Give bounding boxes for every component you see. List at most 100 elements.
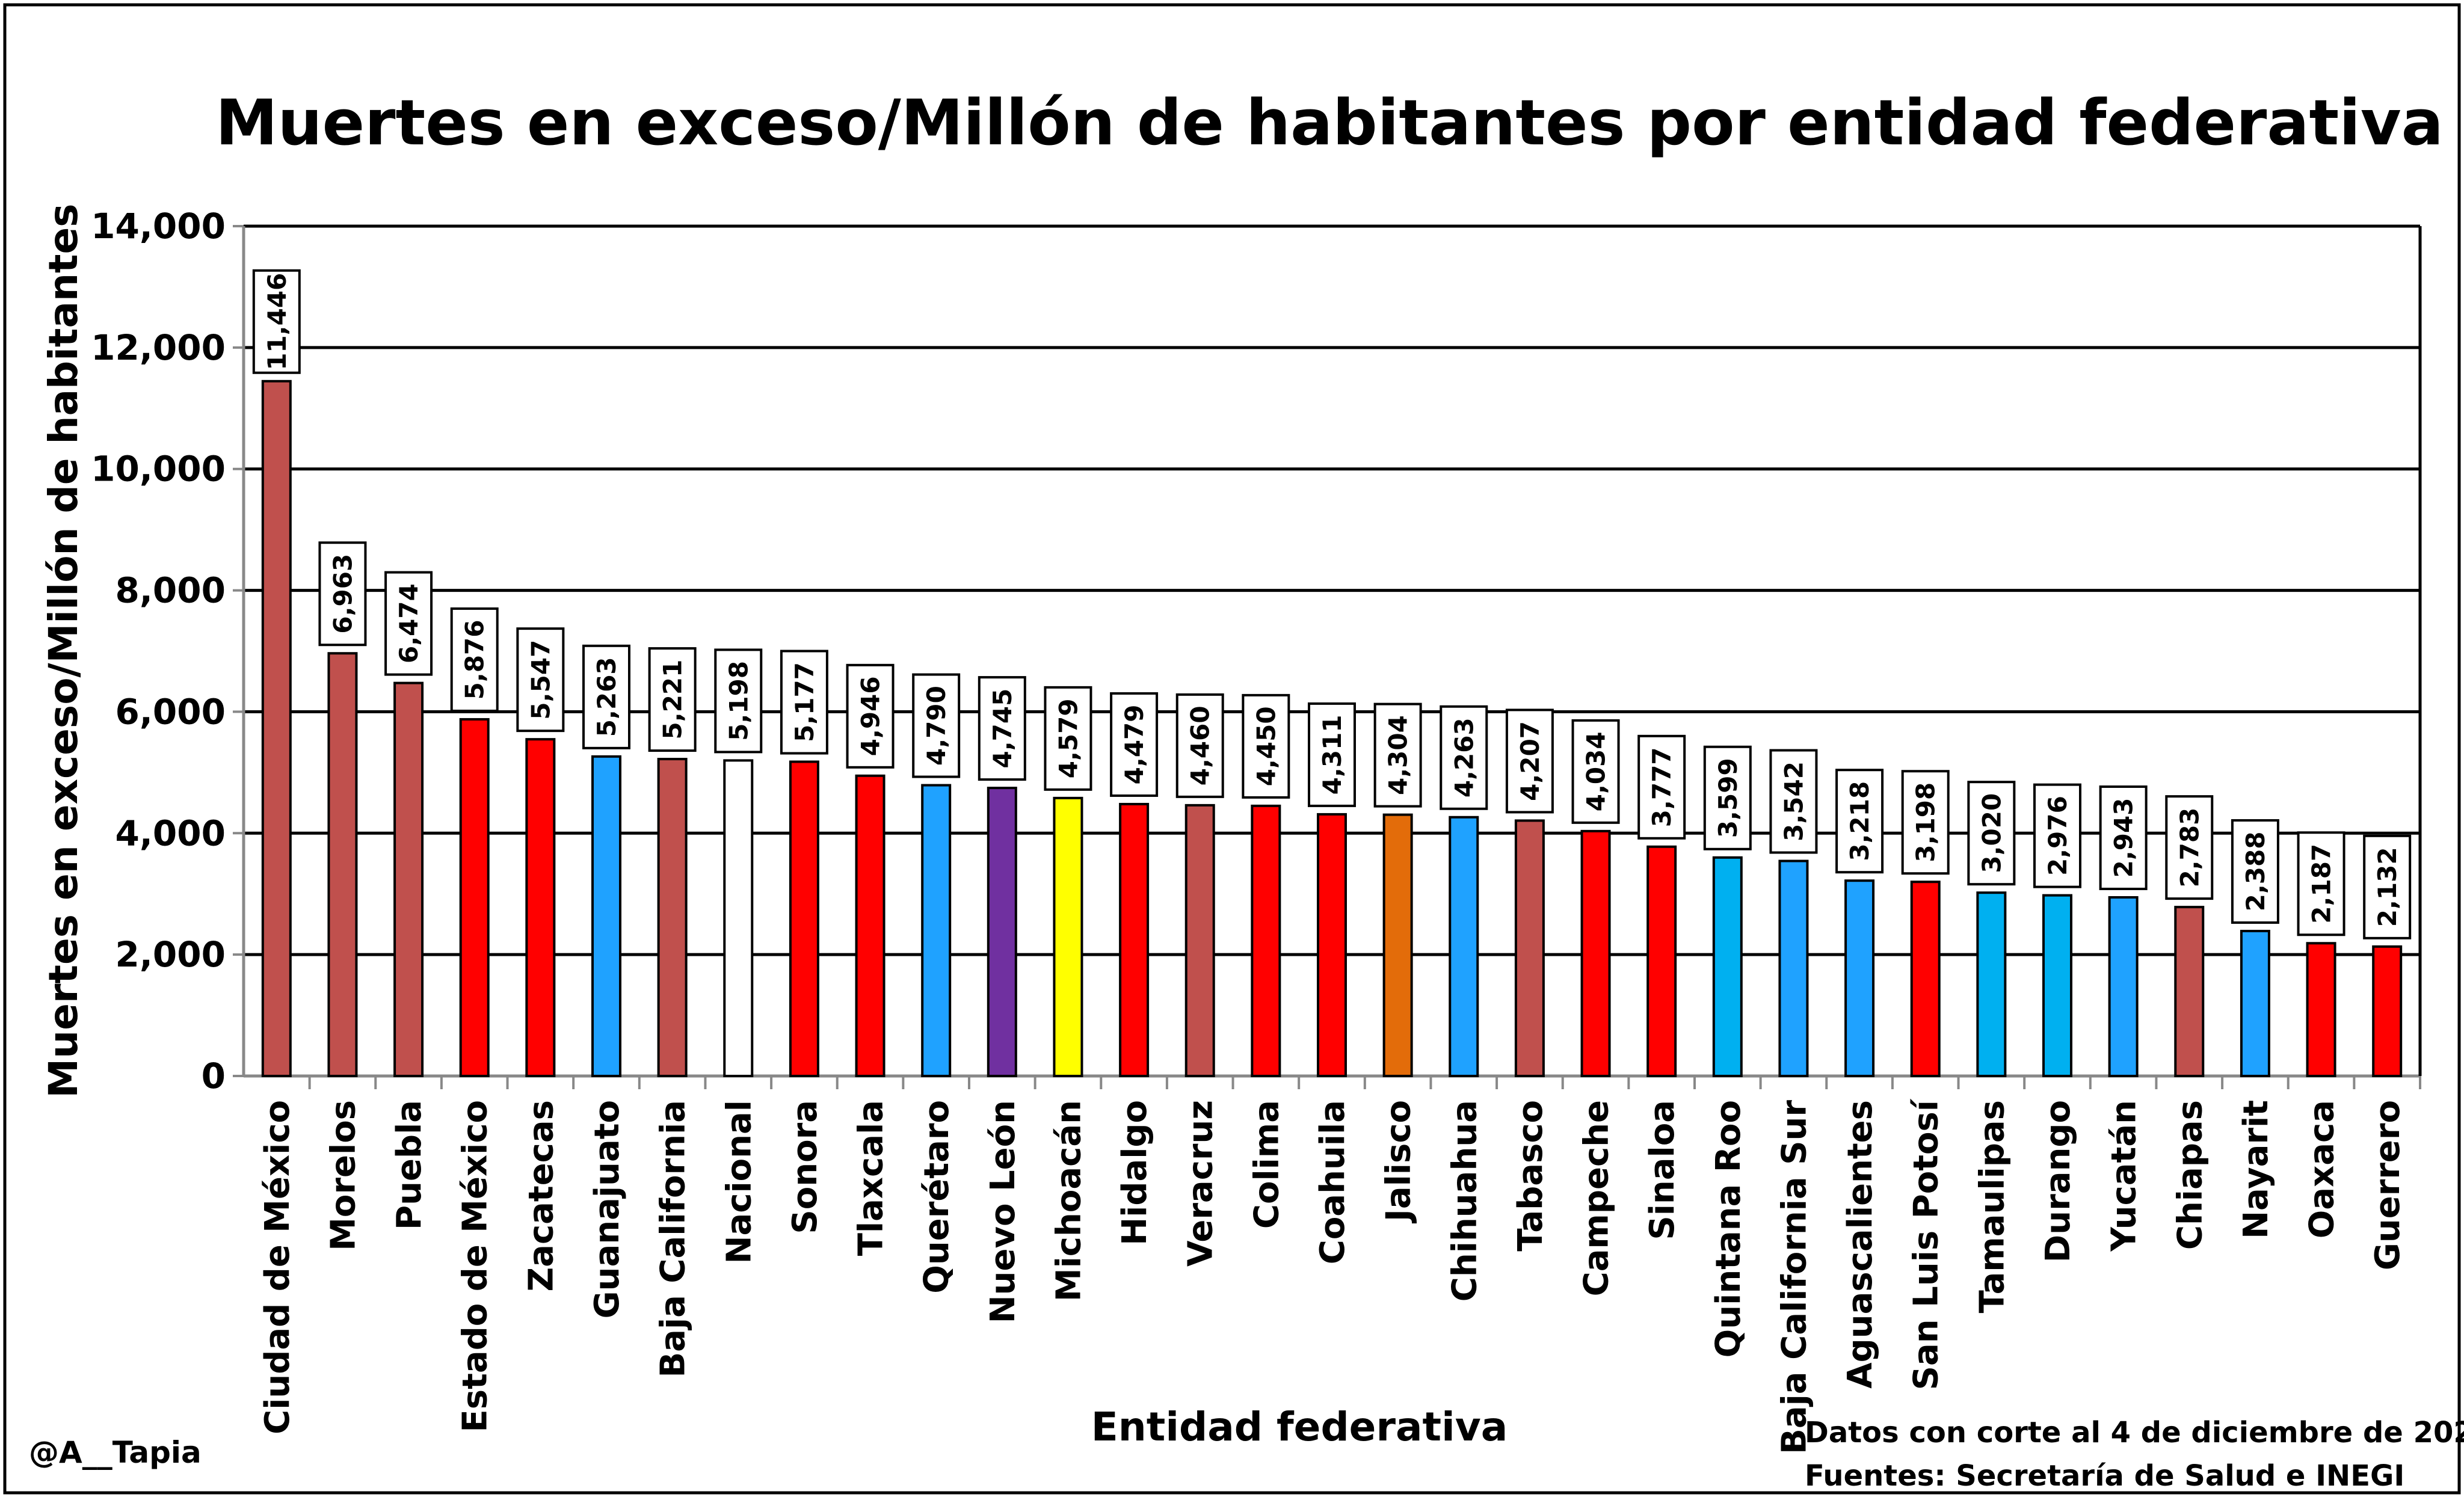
data-label: 3,599 (1713, 758, 1743, 838)
bar (2240, 929, 2270, 1077)
x-tick-label: Coahuila (1313, 1100, 1352, 1264)
bar (1184, 804, 1215, 1077)
bar (1317, 813, 1347, 1078)
x-tick-label: Quintana Roo (1709, 1100, 1748, 1357)
data-label: 4,450 (1251, 706, 1281, 786)
sources-note: Fuentes: Secretaría de Salud e INEGI (1805, 1459, 2404, 1493)
data-label-box (1967, 781, 2016, 886)
data-label-box (384, 571, 433, 676)
data-label-box (1901, 770, 1950, 875)
x-tick-label: Guerrero (2368, 1100, 2407, 1270)
data-label-box (978, 676, 1026, 781)
data-label-box (780, 650, 828, 755)
data-label-box (2033, 783, 2081, 888)
bar (987, 787, 1017, 1077)
data-label-box (1175, 693, 1224, 798)
x-tick-label: Sinaloa (1643, 1100, 1682, 1240)
x-tick-label: Tabasco (1511, 1100, 1550, 1252)
data-label: 4,790 (922, 686, 951, 766)
data-label-box (912, 673, 961, 778)
data-label-box (252, 269, 301, 374)
x-tick-label: Nuevo León (984, 1100, 1023, 1323)
y-tick-label: 12,000 (91, 327, 226, 368)
bar (525, 738, 556, 1077)
x-tick-label: Sonora (786, 1100, 825, 1234)
data-label: 6,963 (328, 554, 357, 634)
data-label-box (1505, 709, 1554, 814)
data-label: 4,207 (1515, 721, 1545, 801)
x-tick-label: Baja California Sur (1775, 1100, 1814, 1454)
x-tick-label: Querétaro (917, 1100, 956, 1294)
bar (2108, 896, 2139, 1077)
data-label: 4,311 (1317, 715, 1347, 795)
bar (1119, 802, 1150, 1077)
x-tick-label: San Luis Potosí (1907, 1098, 1946, 1390)
bar (2372, 945, 2403, 1078)
chart-title: Muertes en exceso/Millón de habitantes p… (215, 86, 2444, 159)
data-label-box (1110, 692, 1159, 797)
bar (261, 380, 292, 1077)
data-label: 5,221 (658, 660, 688, 740)
x-tick-label: Michoacán (1049, 1100, 1088, 1302)
data-label: 11,446 (262, 273, 292, 370)
x-tick-label: Zacatecas (522, 1100, 561, 1291)
y-tick-label: 8,000 (116, 570, 226, 611)
data-label-box (1373, 702, 1422, 808)
data-label: 4,946 (856, 676, 886, 756)
x-tick-label: Nayarit (2237, 1100, 2276, 1239)
data-label-box (450, 607, 499, 712)
data-label-box (714, 648, 763, 754)
data-label-box (1308, 702, 1356, 807)
data-label-box (318, 541, 367, 647)
bar (1053, 796, 1083, 1077)
y-tick-label: 4,000 (116, 813, 226, 853)
bar (1251, 804, 1281, 1077)
bar (327, 652, 358, 1077)
bar (1382, 813, 1413, 1077)
bar (1449, 816, 1479, 1077)
bar (1712, 856, 1743, 1077)
data-label: 3,218 (1845, 781, 1874, 861)
data-label: 5,198 (724, 661, 753, 741)
bar (1844, 879, 1875, 1078)
data-label: 3,198 (1911, 782, 1941, 862)
data-label-box (1242, 693, 1290, 799)
data-label-box (648, 647, 697, 752)
data-label-box (2099, 785, 2148, 890)
data-label-box (846, 663, 895, 769)
y-tick-label: 0 (202, 1056, 226, 1096)
data-label: 3,542 (1779, 761, 1808, 841)
bar (1580, 829, 1611, 1077)
y-tick-label: 2,000 (116, 934, 226, 975)
bar (2042, 894, 2072, 1078)
data-label: 4,304 (1384, 715, 1413, 795)
x-tick-label: Nacional (719, 1100, 759, 1264)
data-label: 5,263 (592, 657, 621, 737)
bar (1646, 845, 1677, 1078)
data-label-box (1044, 686, 1092, 791)
data-label: 4,745 (988, 689, 1017, 769)
data-label-box (1571, 719, 1620, 824)
bar (657, 758, 688, 1077)
data-label: 5,876 (460, 620, 490, 700)
data-label-box (2165, 795, 2214, 900)
data-label: 2,943 (2109, 798, 2139, 878)
data-label-box (2231, 819, 2279, 924)
bar (855, 774, 886, 1077)
y-axis-label: Muertes en exceso/Millón de habitantes (40, 203, 87, 1098)
x-tick-label: Hidalgo (1115, 1100, 1154, 1246)
x-tick-label: Durango (2039, 1100, 2078, 1262)
chart-border (3, 3, 2461, 1495)
data-label-box (1769, 749, 1818, 854)
bar (723, 759, 754, 1077)
bar (591, 755, 621, 1078)
x-axis-label: Entidad federativa (1091, 1404, 1508, 1450)
x-tick-label: Tlaxcala (852, 1100, 891, 1256)
x-tick-label: Aguascalientes (1841, 1100, 1880, 1389)
x-tick-label: Baja California (654, 1100, 693, 1378)
data-label: 2,187 (2307, 844, 2336, 924)
y-tick-label: 10,000 (91, 449, 226, 490)
bar (1778, 859, 1809, 1077)
data-label: 4,460 (1186, 705, 1215, 785)
